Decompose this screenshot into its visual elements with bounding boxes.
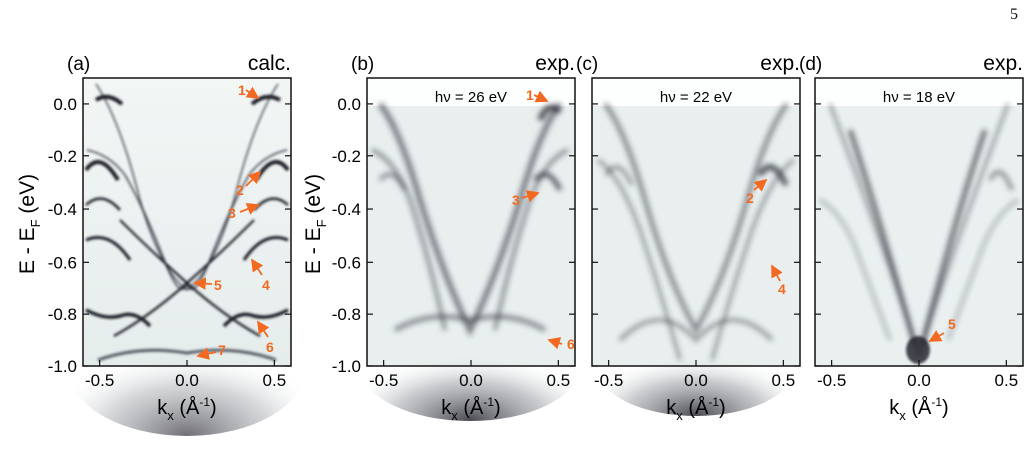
svg-text:E - EF (eV): E - EF (eV) xyxy=(16,174,43,274)
annotation-arrow xyxy=(928,330,945,342)
x-tick-label: 0.0 xyxy=(175,371,199,390)
annotation-number: 1 xyxy=(238,82,246,98)
x-axis-title: kx (Å-1) xyxy=(666,395,725,423)
panel-b xyxy=(360,77,580,421)
panel-tag: exp. xyxy=(760,52,800,75)
y-tick-label: -0.6 xyxy=(332,253,361,272)
annotation-arrow xyxy=(245,86,260,99)
panel-tag: calc. xyxy=(248,52,291,75)
panel-tag: exp. xyxy=(983,52,1023,75)
x-tick-label: 0.5 xyxy=(995,371,1019,390)
y-tick-label: -0.2 xyxy=(332,147,361,166)
panel-d xyxy=(814,77,1024,367)
x-tick-label: 0.5 xyxy=(263,371,287,390)
y-axis-label: E - EF (eV) xyxy=(16,174,43,274)
y-tick-label: -0.2 xyxy=(48,147,77,166)
annotation-number: 6 xyxy=(567,336,575,352)
x-tick-label: 0.0 xyxy=(684,371,708,390)
annotation-arrow xyxy=(193,277,213,290)
axis-ticks: 0.0 -0.2 -0.4 -0.6 -0.8 -1.0 -0.5 0.0 0.5 0.0 -0.2… xyxy=(48,95,1023,390)
y-tick-label: -1.0 xyxy=(48,357,77,376)
y-tick-label: -0.6 xyxy=(48,253,77,272)
annotation-number: 2 xyxy=(746,190,754,206)
annotation-number: 3 xyxy=(512,192,520,208)
photon-energy: hν = 26 eV xyxy=(435,89,507,106)
annotation-number: 1 xyxy=(526,87,534,103)
x-axis-title: kx (Å-1) xyxy=(889,395,948,423)
x-tick-label: -0.5 xyxy=(85,371,114,390)
y-tick-label: -0.4 xyxy=(332,200,361,219)
x-axis-title: kx (Å-1) xyxy=(441,395,500,423)
annotation-number: 5 xyxy=(214,277,222,293)
panel-tag: exp. xyxy=(535,52,575,75)
x-tick-label: 0.5 xyxy=(547,371,571,390)
annotation-number: 5 xyxy=(948,316,956,332)
y-tick-label: -1.0 xyxy=(332,357,361,376)
x-tick-label: 0.5 xyxy=(772,371,796,390)
svg-text:E - EF (eV): E - EF (eV) xyxy=(302,174,329,274)
photon-energy: hν = 22 eV xyxy=(660,89,732,106)
annotation-number: 4 xyxy=(262,277,270,293)
y-tick-label: 0.0 xyxy=(337,95,361,114)
annotation-arrow xyxy=(251,258,264,276)
x-axis-title: kx (Å-1) xyxy=(157,395,216,423)
annotation-number: 6 xyxy=(266,339,274,355)
x-tick-label: -0.5 xyxy=(817,371,846,390)
y-tick-label: -0.8 xyxy=(48,305,77,324)
x-axis-labels: kx (Å-1) kx (Å-1) kx (Å-1) kx (Å-1) xyxy=(157,395,948,423)
annotation-arrow xyxy=(771,264,783,282)
y-tick-label: -0.8 xyxy=(332,305,361,324)
annotation-number: 2 xyxy=(236,182,244,198)
panel-label: (b) xyxy=(351,54,374,75)
x-tick-label: 0.0 xyxy=(907,371,931,390)
annotation-arrow xyxy=(257,320,270,338)
panel-labels: (a) calc. (b) exp.hν = 26 eV(c) exp.hν = 22 … xyxy=(67,52,1023,106)
panel-label: (d) xyxy=(799,54,822,75)
annotation-number: 3 xyxy=(228,205,236,221)
page-number: 5 xyxy=(1010,6,1018,23)
annotation-arrow xyxy=(239,203,260,215)
photon-energy: hν = 18 eV xyxy=(883,89,955,106)
x-tick-label: 0.0 xyxy=(459,371,483,390)
panel-label: (c) xyxy=(576,54,598,75)
y-tick-label: 0.0 xyxy=(53,95,77,114)
panel-label: (a) xyxy=(67,54,90,75)
panel-a xyxy=(67,77,307,436)
annotation-number: 4 xyxy=(778,281,786,297)
annotation-arrow xyxy=(547,337,563,350)
annotation-arrow xyxy=(753,178,768,192)
y-axis-label-b: E - EF (eV) xyxy=(302,174,329,274)
x-tick-label: -0.5 xyxy=(369,371,398,390)
annotation-arrow xyxy=(521,190,540,203)
annotation-arrow xyxy=(196,347,217,360)
panel-c xyxy=(591,77,801,416)
y-tick-label: -0.4 xyxy=(48,200,77,219)
x-tick-label: -0.5 xyxy=(594,371,623,390)
annotation-number: 7 xyxy=(218,342,226,358)
annotation-arrow xyxy=(533,90,549,103)
annotation-arrow xyxy=(245,170,262,187)
